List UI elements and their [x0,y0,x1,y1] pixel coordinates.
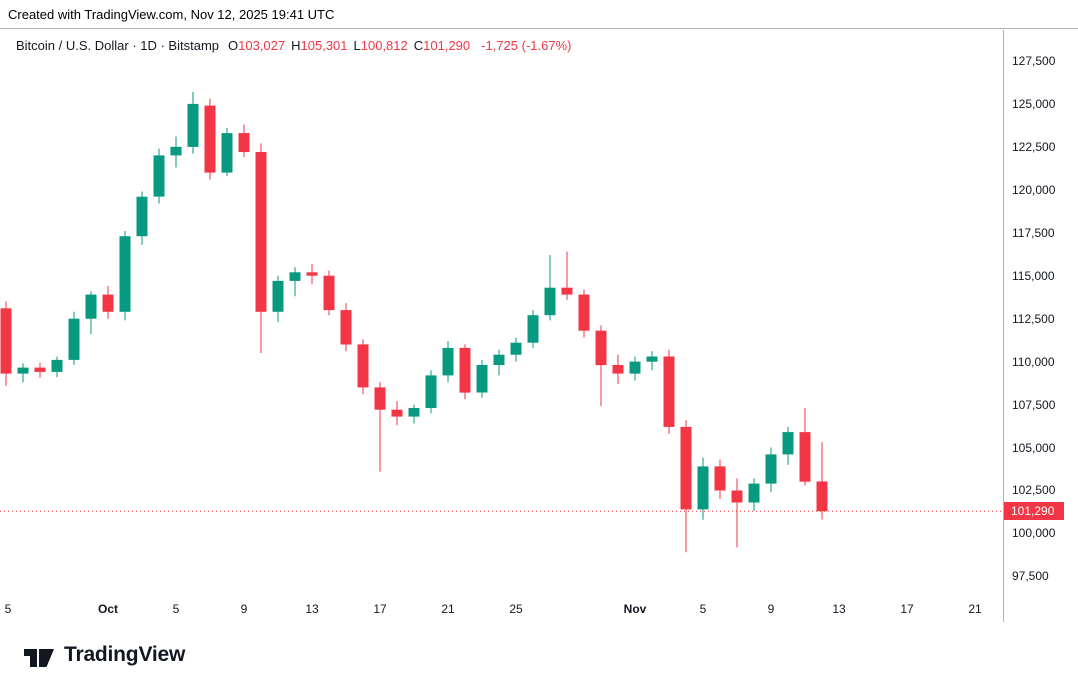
price-axis-label: 127,500 [1012,54,1056,68]
candle[interactable] [629,356,641,381]
close-label: C [413,38,424,53]
price-axis-label: 117,500 [1012,226,1055,240]
price-axis[interactable]: 101,290 127,500 125,000 122,500 120,000 117,… [1003,30,1078,622]
symbol-legend[interactable]: Bitcoin / U.S. Dollar · 1D · Bitstamp O1… [16,38,571,53]
time-axis-label: 13 [305,602,319,616]
brand-name[interactable]: TradingView [64,643,186,666]
candle[interactable] [680,420,692,553]
candle[interactable] [391,401,403,426]
candle[interactable] [425,370,437,414]
candlestick-chart[interactable] [0,30,1003,597]
candle[interactable] [0,301,12,386]
price-axis-label: 100,000 [1012,526,1056,540]
candle[interactable] [289,267,301,297]
price-axis-label: 112,500 [1012,312,1055,326]
candle[interactable] [748,478,760,512]
candle[interactable] [374,382,386,472]
candle[interactable] [714,459,726,500]
low-value: 100,812 [360,38,408,53]
candle[interactable] [493,349,505,376]
time-axis-label: 21 [441,602,455,616]
candle[interactable] [68,311,80,365]
time-axis-label: 9 [767,602,775,616]
change-value: -1,725 (-1.67%) [481,38,572,53]
candle[interactable] [765,447,777,493]
candle[interactable] [102,286,114,319]
price-axis-label: 110,000 [1012,355,1055,369]
high-label: H [291,38,301,53]
candle[interactable] [170,136,182,168]
open-value: 103,027 [238,38,286,53]
time-axis-label: 13 [832,602,846,616]
time-axis-label: Oct [97,602,119,616]
candle[interactable] [323,270,335,316]
candle[interactable] [527,310,539,348]
candle[interactable] [17,363,29,383]
time-axis-label: 5 [4,602,12,616]
candle[interactable] [595,325,607,407]
price-axis-label: 107,500 [1012,398,1056,412]
candle[interactable] [459,344,471,400]
symbol-title[interactable]: Bitcoin / U.S. Dollar · 1D · Bitstamp [16,38,219,53]
candle[interactable] [221,127,233,176]
candle[interactable] [476,359,488,398]
candle[interactable] [204,98,216,180]
candle[interactable] [442,341,454,383]
candle[interactable] [408,404,420,424]
tradingview-logo-icon[interactable] [22,640,56,670]
candle[interactable] [782,426,794,465]
last-price-badge: 101,290 [1004,502,1065,520]
candle[interactable] [255,143,267,353]
ohlc-readout: O103,027 H105,301 L100,812 C101,290 [228,38,470,53]
candle[interactable] [306,263,318,285]
candle[interactable] [340,303,352,352]
time-axis-label: 5 [699,602,707,616]
time-axis-label: Nov [623,602,647,616]
candle[interactable] [272,275,284,323]
open-label: O [228,38,239,53]
candle[interactable] [510,337,522,362]
price-axis-label: 115,000 [1012,269,1055,283]
price-axis-label: 102,500 [1012,483,1056,497]
candle[interactable] [697,457,709,520]
time-axis-label: 9 [240,602,248,616]
time-axis[interactable]: 5 Oct 5 9 13 17 21 25 Nov 5 9 13 17 21 [0,597,1003,623]
price-axis-label: 97,500 [1012,569,1049,583]
candle[interactable] [34,362,46,378]
close-value: 101,290 [423,38,471,53]
candle[interactable] [799,408,811,486]
low-label: L [353,38,361,53]
candle[interactable] [561,251,573,300]
candle[interactable] [816,442,828,520]
high-value: 105,301 [300,38,348,53]
candle[interactable] [153,148,165,204]
chart-area[interactable]: Bitcoin / U.S. Dollar · 1D · Bitstamp O1… [0,30,1003,597]
footer-brand: TradingView [22,637,185,673]
candle[interactable] [187,91,199,154]
candle[interactable] [731,478,743,548]
candle[interactable] [612,354,624,384]
time-axis-label: 21 [968,602,982,616]
candle[interactable] [51,356,63,378]
candle[interactable] [119,231,131,321]
time-axis-label: 25 [509,602,523,616]
candle[interactable] [85,291,97,335]
candle[interactable] [646,351,658,371]
candle[interactable] [238,124,250,158]
candle[interactable] [663,349,675,434]
price-axis-label: 122,500 [1012,140,1056,154]
candle[interactable] [578,289,590,338]
time-axis-label: 17 [900,602,914,616]
candle[interactable] [136,191,148,245]
price-axis-label: 120,000 [1012,183,1056,197]
time-axis-label: 5 [172,602,180,616]
candle[interactable] [357,339,369,395]
price-axis-label: 125,000 [1012,97,1056,111]
time-axis-label: 17 [373,602,387,616]
attribution-text: Created with TradingView.com, Nov 12, 20… [0,0,1078,29]
price-axis-label: 105,000 [1012,441,1056,455]
candle[interactable] [544,255,556,321]
